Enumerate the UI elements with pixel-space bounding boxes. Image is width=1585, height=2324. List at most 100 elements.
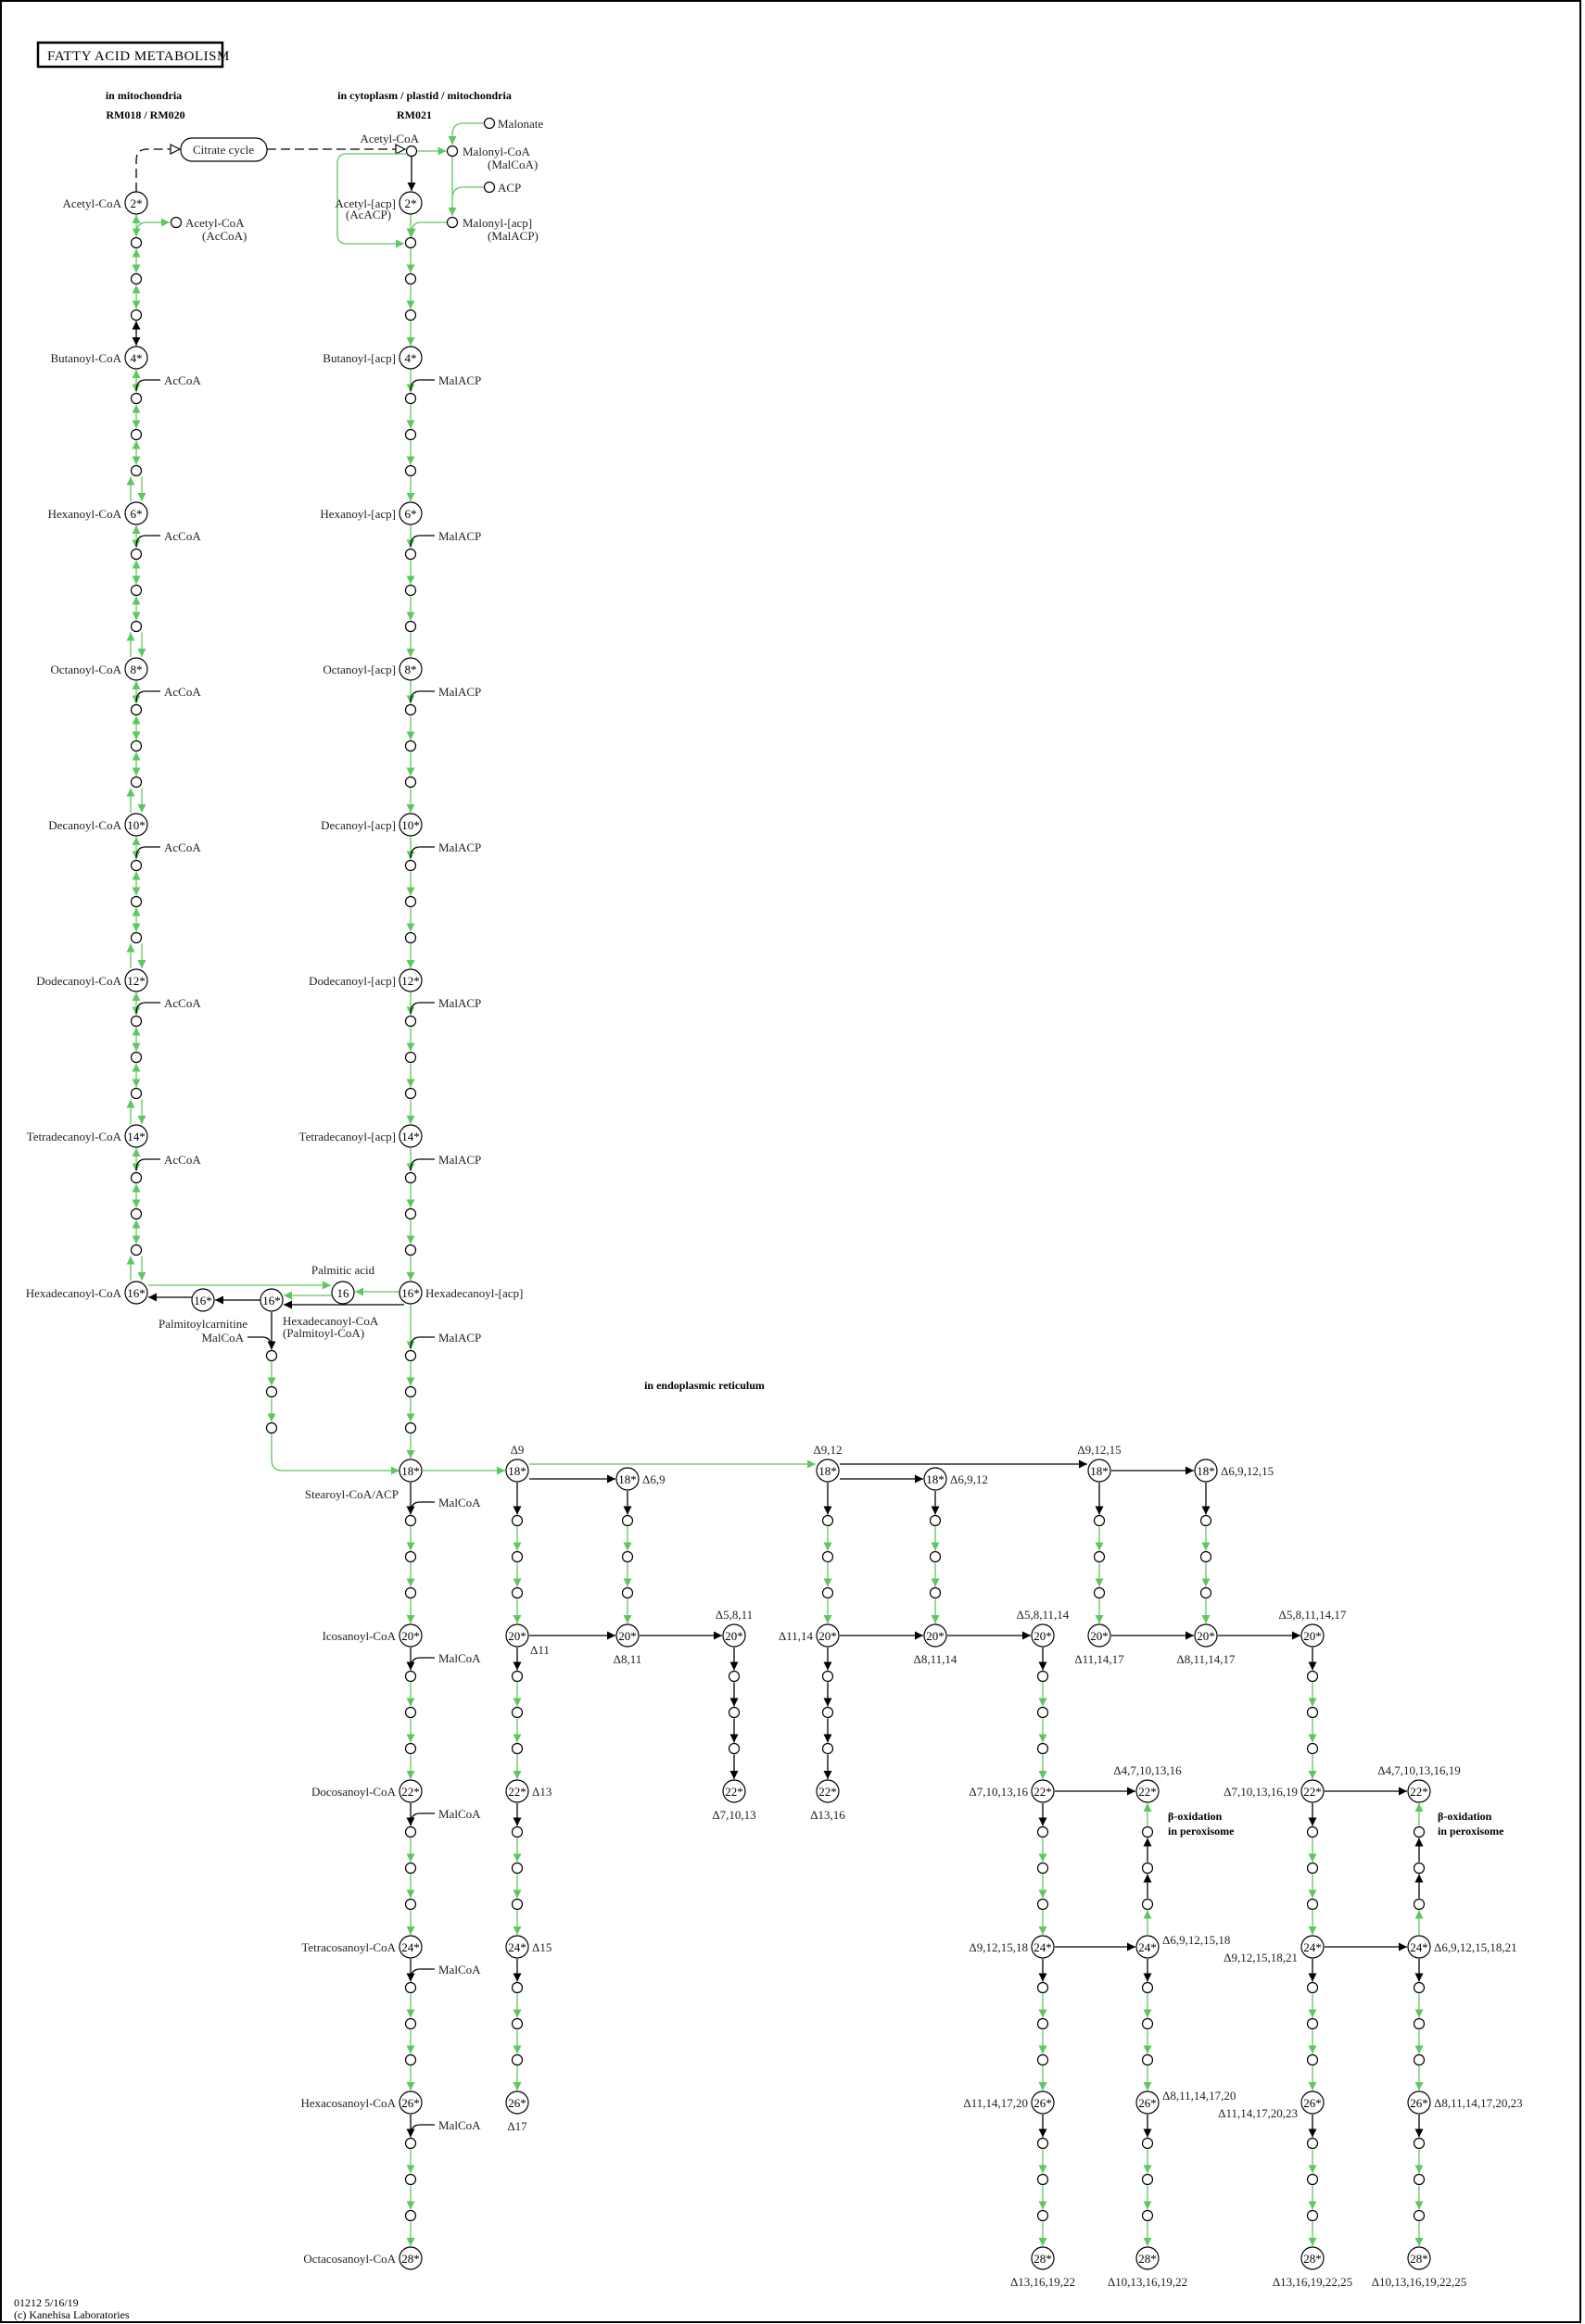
compound-e22_71013[interactable]: 22* Δ7,10,13: [712, 1779, 756, 1822]
reaction-arrow[interactable]: [135, 149, 180, 192]
compound-pa[interactable]: 16 Palmitic acid: [311, 1263, 375, 1305]
compound-e26_d[interactable]: 26* Δ8,11,14,17,20,23: [1407, 2090, 1523, 2115]
compound-c14[interactable]: 14* Tetradecanoyl-[acp]: [299, 1124, 423, 1148]
compound-e24_15[interactable]: 24* Δ15: [505, 1935, 552, 1959]
compound-node[interactable]: [615, 1467, 640, 1491]
intermediate-compound-node[interactable]: [1141, 1981, 1154, 1994]
compound-c4[interactable]: 4* Butanoyl-[acp]: [323, 346, 423, 370]
compound-node[interactable]: [399, 657, 423, 681]
compound-e26_c[interactable]: 26* Δ11,14,17,20,23: [1218, 2090, 1325, 2120]
intermediate-compound-node[interactable]: [404, 236, 417, 249]
compound-node[interactable]: [1300, 1623, 1325, 1648]
compound-node[interactable]: [399, 1779, 423, 1803]
compound-node[interactable]: [170, 216, 183, 229]
compound-node[interactable]: [405, 145, 418, 158]
compound-e20_11[interactable]: 20* Δ11: [505, 1623, 550, 1657]
compound-e22_1316[interactable]: 22* Δ13,16: [810, 1779, 845, 1822]
compound-e26_17[interactable]: 26* Δ17: [505, 2090, 529, 2133]
intermediate-compound-node[interactable]: [404, 464, 417, 477]
cofactor-connector[interactable]: [410, 1968, 435, 1981]
intermediate-compound-node[interactable]: [130, 776, 143, 789]
intermediate-compound-node[interactable]: [130, 739, 143, 752]
intermediate-compound-node[interactable]: [1036, 2173, 1049, 2186]
cofactor-connector[interactable]: [410, 846, 435, 859]
intermediate-compound-node[interactable]: [1413, 2017, 1426, 2030]
compound-e28_d[interactable]: 28* Δ10,13,16,19,22,25: [1372, 2246, 1467, 2289]
intermediate-compound-node[interactable]: [404, 1421, 417, 1434]
intermediate-compound-node[interactable]: [821, 1742, 834, 1755]
cofactor-connector[interactable]: [247, 1336, 273, 1349]
intermediate-compound-node[interactable]: [404, 2209, 417, 2222]
intermediate-compound-node[interactable]: [511, 1514, 524, 1527]
compound-s20[interactable]: 20* Icosanoyl-CoA: [323, 1623, 423, 1648]
compound-node[interactable]: [1194, 1623, 1218, 1648]
intermediate-compound-node[interactable]: [1036, 2017, 1049, 2030]
compound-m14[interactable]: 14* Tetradecanoyl-CoA: [27, 1124, 148, 1148]
compound-c12[interactable]: 12* Dodecanoyl-[acp]: [309, 968, 423, 992]
intermediate-compound-node[interactable]: [404, 1207, 417, 1220]
compound-e20_58111417[interactable]: 20* Δ5,8,11,14,17: [1279, 1608, 1347, 1648]
compound-e_91215[interactable]: 18* Δ9,12,15: [1077, 1443, 1122, 1483]
intermediate-compound-node[interactable]: [1306, 1706, 1319, 1719]
intermediate-compound-node[interactable]: [621, 1586, 634, 1599]
compound-node[interactable]: [1407, 2246, 1431, 2270]
compound-node[interactable]: [505, 1459, 529, 1483]
reaction-arrow[interactable]: [135, 218, 170, 234]
intermediate-compound-node[interactable]: [404, 309, 417, 322]
intermediate-compound-node[interactable]: [511, 1550, 524, 1563]
compound-e28_c[interactable]: 28* Δ13,16,19,22,25: [1273, 2246, 1352, 2289]
compound-malacp[interactable]: Malonyl-[acp](MalACP): [446, 216, 539, 243]
intermediate-compound-node[interactable]: [130, 859, 143, 872]
compound-node[interactable]: [1135, 2246, 1160, 2270]
compound-e26_a[interactable]: 26* Δ11,14,17,20: [963, 2090, 1055, 2115]
intermediate-compound-node[interactable]: [1306, 1862, 1319, 1875]
compound-s24[interactable]: 24* Tetracosanoyl-CoA: [301, 1935, 423, 1959]
intermediate-compound-node[interactable]: [1036, 2053, 1049, 2066]
intermediate-compound-node[interactable]: [404, 1586, 417, 1599]
compound-node[interactable]: [191, 1288, 215, 1312]
compound-e_9[interactable]: 18* Δ9: [505, 1443, 529, 1483]
intermediate-compound-node[interactable]: [404, 895, 417, 908]
compound-node[interactable]: [1087, 1623, 1111, 1648]
compound-e20_581114[interactable]: 20* Δ5,8,11,14: [1017, 1608, 1070, 1648]
intermediate-compound-node[interactable]: [404, 2137, 417, 2150]
intermediate-compound-node[interactable]: [130, 1171, 143, 1184]
intermediate-compound-node[interactable]: [1036, 1862, 1049, 1875]
compound-s26[interactable]: 26* Hexacosanoyl-CoA: [300, 2090, 423, 2115]
intermediate-compound-node[interactable]: [130, 1087, 143, 1100]
compound-e28_a[interactable]: 28* Δ13,16,19,22: [1010, 2246, 1075, 2289]
compound-node[interactable]: [1031, 1623, 1055, 1648]
intermediate-compound-node[interactable]: [1413, 1862, 1426, 1875]
intermediate-compound-node[interactable]: [130, 620, 143, 633]
compound-e22_b[interactable]: 22* Δ4,7,10,13,16: [1113, 1763, 1182, 1803]
compound-c10[interactable]: 10* Decanoyl-[acp]: [321, 813, 423, 837]
cofactor-connector[interactable]: [410, 1501, 435, 1514]
intermediate-compound-node[interactable]: [130, 428, 143, 441]
intermediate-compound-node[interactable]: [511, 2017, 524, 2030]
compound-e24_d[interactable]: 24* Δ6,9,12,15,18,21: [1407, 1935, 1517, 1959]
intermediate-compound-node[interactable]: [1413, 2137, 1426, 2150]
compound-node[interactable]: [1300, 2090, 1325, 2115]
compound-node[interactable]: [1407, 1779, 1431, 1803]
intermediate-compound-node[interactable]: [1036, 1981, 1049, 1994]
intermediate-compound-node[interactable]: [511, 1825, 524, 1838]
intermediate-compound-node[interactable]: [621, 1514, 634, 1527]
compound-node[interactable]: [923, 1623, 947, 1648]
intermediate-compound-node[interactable]: [728, 1742, 741, 1755]
compound-e_6912[interactable]: 18* Δ6,9,12: [923, 1467, 988, 1491]
intermediate-compound-node[interactable]: [1093, 1586, 1106, 1599]
compound-node[interactable]: [399, 813, 423, 837]
cofactor-connector[interactable]: [135, 846, 160, 859]
compound-node[interactable]: [615, 1623, 640, 1648]
compound-node[interactable]: [483, 181, 496, 194]
intermediate-compound-node[interactable]: [511, 1898, 524, 1911]
intermediate-compound-node[interactable]: [1413, 2209, 1426, 2222]
intermediate-compound-node[interactable]: [404, 548, 417, 561]
intermediate-compound-node[interactable]: [1141, 2017, 1154, 2030]
intermediate-compound-node[interactable]: [404, 1514, 417, 1527]
intermediate-compound-node[interactable]: [1141, 2053, 1154, 2066]
intermediate-compound-node[interactable]: [1306, 2173, 1319, 2186]
intermediate-compound-node[interactable]: [404, 428, 417, 441]
compound-c2[interactable]: 2* Acetyl-[acp](AcACP): [335, 191, 423, 221]
intermediate-compound-node[interactable]: [404, 703, 417, 716]
